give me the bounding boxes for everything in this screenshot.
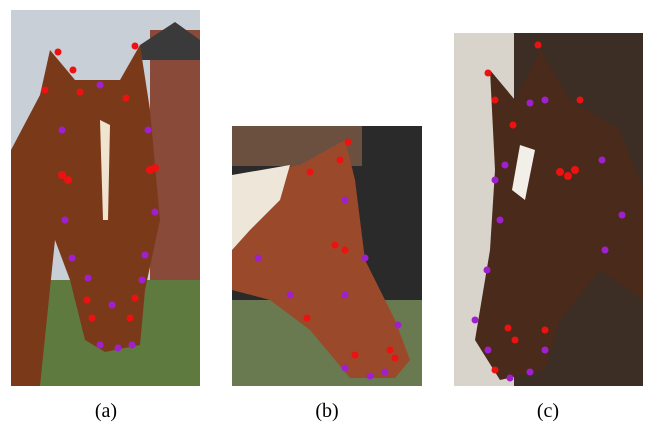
house	[150, 30, 200, 280]
landmark	[485, 70, 492, 77]
landmark	[332, 242, 339, 249]
landmark	[599, 157, 606, 164]
landmark	[132, 43, 139, 50]
landmark	[109, 302, 116, 309]
landmark	[362, 255, 369, 262]
landmark	[542, 347, 549, 354]
landmark	[505, 325, 512, 332]
landmark	[304, 315, 311, 322]
landmark	[535, 42, 542, 49]
landmark	[145, 127, 152, 134]
figure: (a) (b) (c	[0, 0, 653, 425]
landmark	[337, 157, 344, 164]
landmark	[577, 97, 584, 104]
landmark	[85, 275, 92, 282]
landmark	[345, 139, 352, 146]
landmark	[484, 267, 491, 274]
landmark	[342, 197, 349, 204]
landmark	[287, 292, 294, 299]
landmark	[527, 369, 534, 376]
landmark	[527, 100, 534, 107]
landmark	[89, 315, 96, 322]
panel-b: (b)	[232, 126, 422, 422]
landmark	[492, 367, 499, 374]
landmark	[542, 327, 549, 334]
landmark	[602, 247, 609, 254]
landmark	[123, 95, 130, 102]
landmark	[84, 297, 91, 304]
landmark	[55, 49, 62, 56]
landmark	[492, 97, 499, 104]
landmark	[255, 255, 262, 262]
landmark	[342, 247, 349, 254]
landmark	[556, 168, 564, 176]
landmark	[97, 342, 104, 349]
landmark	[142, 252, 149, 259]
landmark	[382, 369, 389, 376]
landmark	[42, 87, 49, 94]
landmark	[352, 352, 359, 359]
landmark	[619, 212, 626, 219]
caption: (b)	[315, 400, 338, 422]
landmark	[395, 322, 402, 329]
landmark	[485, 347, 492, 354]
landmark	[510, 122, 517, 129]
landmark	[151, 164, 159, 172]
landmark	[342, 292, 349, 299]
landmark	[97, 82, 104, 89]
landmark	[367, 373, 374, 380]
landmark	[512, 337, 519, 344]
landmark	[127, 315, 134, 322]
landmark	[139, 277, 146, 284]
landmark	[492, 177, 499, 184]
landmark	[70, 67, 77, 74]
landmark	[307, 169, 314, 176]
landmark	[62, 217, 69, 224]
landmark	[571, 166, 579, 174]
landmark	[152, 209, 159, 216]
caption: (a)	[95, 400, 117, 422]
landmark	[64, 176, 72, 184]
landmark	[342, 365, 349, 372]
landmark	[497, 217, 504, 224]
landmark	[507, 375, 514, 382]
landmark	[129, 342, 136, 349]
landmark	[387, 347, 394, 354]
landmark	[77, 89, 84, 96]
caption: (c)	[537, 400, 559, 422]
panel-c: (c)	[454, 33, 643, 422]
landmark	[502, 162, 509, 169]
landmark	[392, 355, 399, 362]
panel-a: (a)	[11, 10, 200, 422]
landmark	[69, 255, 76, 262]
landmark	[472, 317, 479, 324]
landmark	[564, 172, 572, 180]
landmark	[59, 127, 66, 134]
landmark	[132, 295, 139, 302]
landmark	[542, 97, 549, 104]
landmark	[115, 345, 122, 352]
